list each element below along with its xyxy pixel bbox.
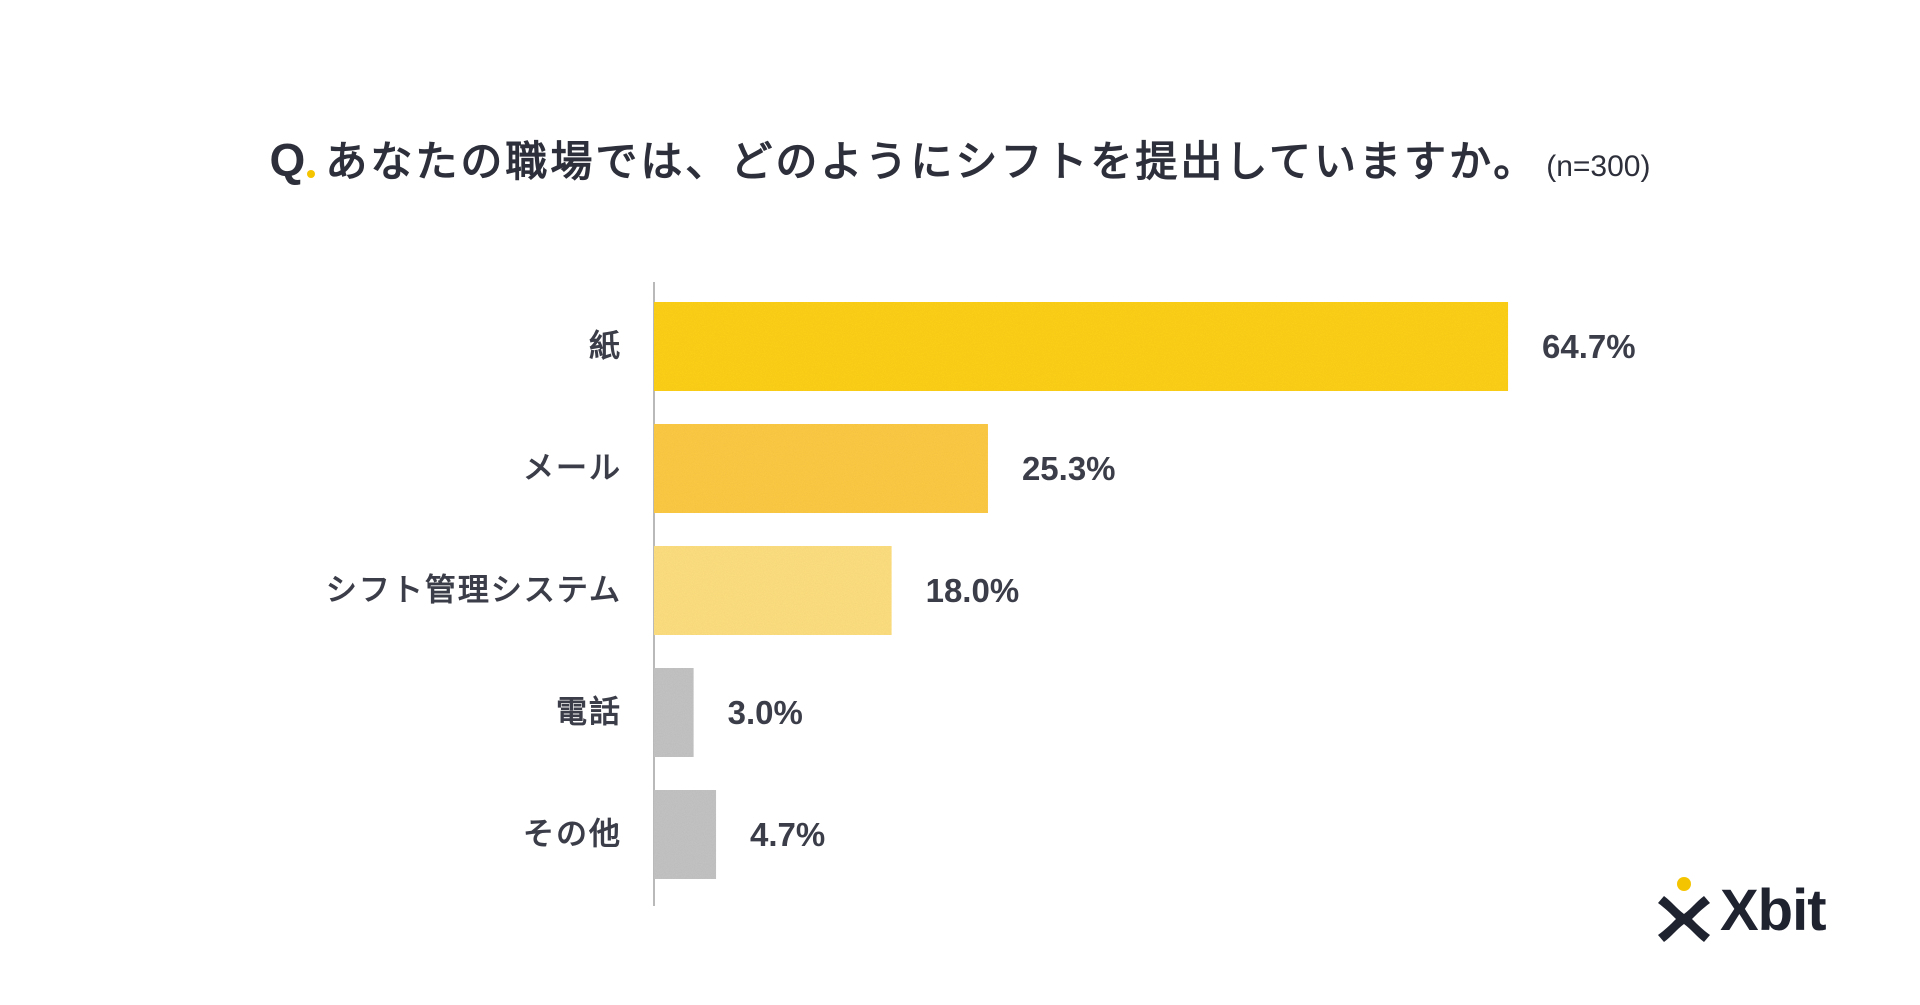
xbit-person-icon (1658, 877, 1710, 942)
bar-1 (654, 424, 988, 513)
title-q-mark: Q (269, 134, 306, 186)
xbit-logo: Xbit (1658, 876, 1848, 946)
value-label-0: 64.7% (1542, 328, 1636, 365)
category-label-4: その他 (523, 817, 622, 853)
bar-2 (654, 546, 892, 635)
category-label-0: 紙 (589, 329, 622, 365)
bar-0 (654, 302, 1509, 391)
value-label-3: 3.0% (728, 694, 803, 731)
bar-3 (654, 668, 694, 757)
xbit-wordmark: Xbit (1720, 878, 1827, 943)
value-label-4: 4.7% (750, 816, 825, 853)
value-label-2: 18.0% (926, 572, 1020, 609)
title-question: あなたの職場では、どのようにシフトを提出していますか。 (325, 137, 1539, 186)
title-q-dot (307, 170, 316, 178)
category-label-2: シフト管理システム (326, 573, 622, 609)
bar-4 (654, 790, 717, 879)
chart-title: Q あなたの職場では、どのようにシフトを提出していますか。 (n=300) (0, 128, 1920, 189)
category-label-3: 電話 (556, 695, 622, 731)
sample-size-label: (n=300) (1546, 150, 1651, 183)
value-label-1: 25.3% (1022, 450, 1116, 487)
category-label-1: メール (523, 451, 622, 487)
